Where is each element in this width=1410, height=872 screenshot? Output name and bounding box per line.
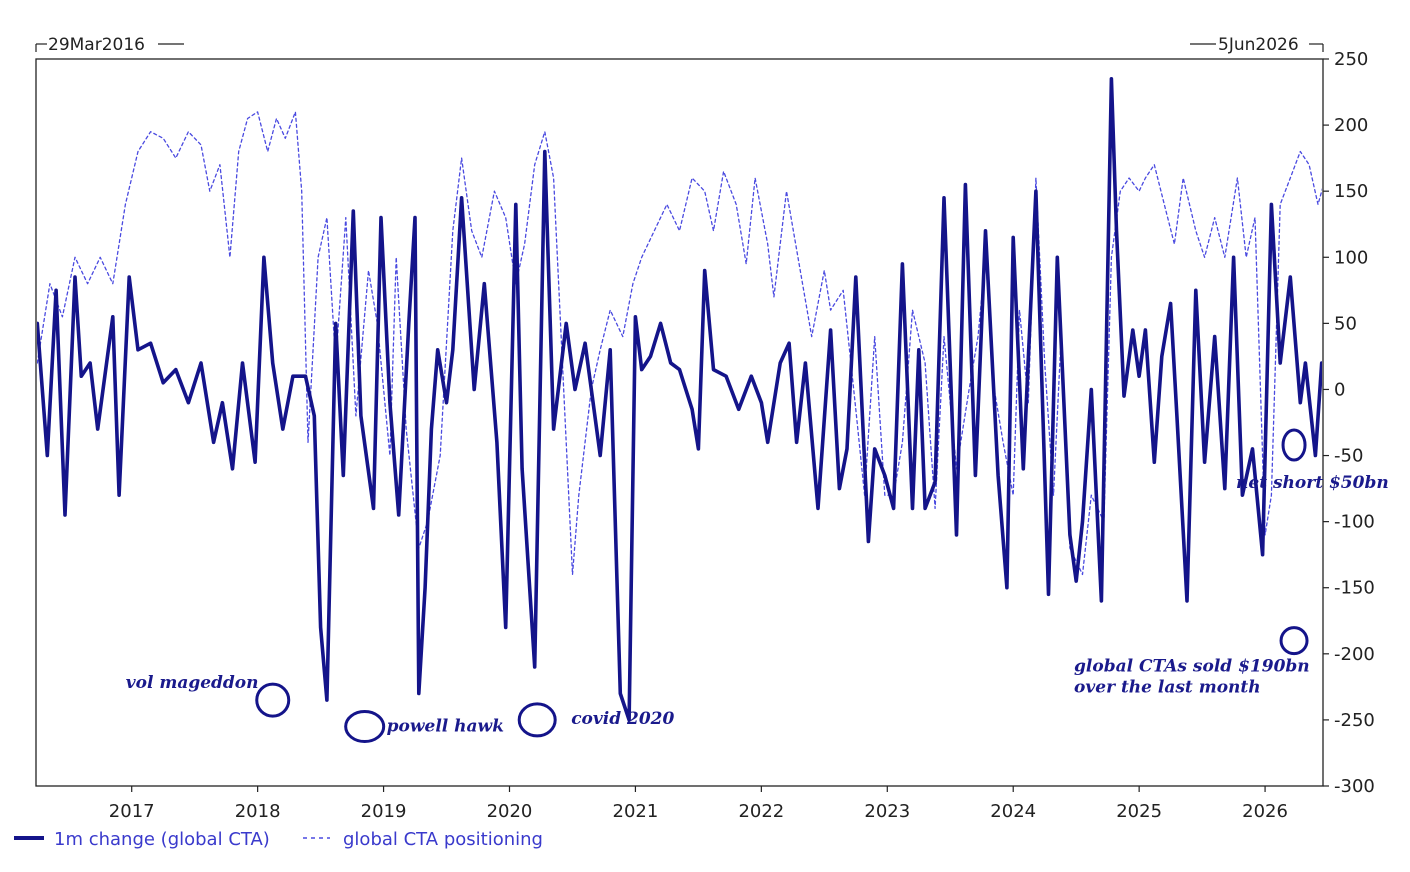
annotation-marker — [255, 682, 291, 718]
x-tick-label: 2020 — [487, 801, 533, 822]
y-tick-label: -100 — [1334, 512, 1375, 533]
x-tick-label: 2022 — [738, 801, 784, 822]
annotation-marker — [344, 710, 386, 744]
x-tick-label: 2026 — [1242, 801, 1288, 822]
annotation-label: global CTAs sold $190bn — [1074, 657, 1310, 677]
x-tick-label: 2021 — [613, 801, 659, 822]
series-global-cta-positioning — [37, 111, 1322, 576]
range-start: 29Mar2016 — [35, 35, 184, 55]
annotation-label: powell hawk — [387, 717, 504, 737]
x-tick-label: 2019 — [361, 801, 407, 822]
y-tick-label: 150 — [1334, 181, 1368, 202]
y-tick-label: 100 — [1334, 247, 1368, 268]
plot-frame — [35, 58, 1324, 787]
annotation-layer: vol mageddon powell hawk covid 2020 net sho… — [126, 428, 1389, 744]
range-end-label: 5Jun2026 — [1218, 35, 1299, 55]
annotation-marker — [1279, 626, 1309, 656]
y-tick-label: 50 — [1334, 313, 1357, 334]
annotation-label: over the last month — [1074, 678, 1261, 698]
x-tick-label: 2018 — [235, 801, 281, 822]
series-1m-change — [37, 77, 1322, 722]
x-axis: 2017 2018 2019 2020 2021 2022 2023 2024 2025 2026 — [109, 786, 1288, 822]
y-tick-label: 0 — [1334, 379, 1345, 400]
legend-label-1: 1m change (global CTA) — [54, 829, 270, 850]
annotation-marker — [1281, 428, 1307, 462]
legend: 1m change (global CTA) global CTA positi… — [14, 829, 543, 850]
y-tick-label: -300 — [1334, 776, 1375, 797]
y-tick-label: -200 — [1334, 644, 1375, 665]
y-tick-label: 200 — [1334, 115, 1368, 136]
annotation-label: vol mageddon — [126, 673, 259, 693]
y-tick-label: -250 — [1334, 710, 1375, 731]
annotation-label: covid 2020 — [571, 709, 674, 729]
annotation-label: net short $50bn — [1236, 473, 1389, 493]
legend-label-2: global CTA positioning — [343, 829, 543, 850]
x-tick-label: 2017 — [109, 801, 155, 822]
annotation-marker — [517, 702, 557, 738]
y-tick-label: 250 — [1334, 49, 1368, 70]
y-tick-label: -50 — [1334, 446, 1363, 467]
x-tick-label: 2024 — [990, 801, 1036, 822]
x-tick-label: 2023 — [864, 801, 910, 822]
y-tick-label: -150 — [1334, 578, 1375, 599]
range-start-label: 29Mar2016 — [48, 35, 145, 55]
y-axis: 250 200 150 100 50 0 -50 -100 -150 -200 -250 -300 — [1323, 49, 1375, 797]
x-tick-label: 2025 — [1116, 801, 1162, 822]
range-end: 5Jun2026 — [1190, 35, 1324, 55]
series-layer — [37, 77, 1322, 722]
